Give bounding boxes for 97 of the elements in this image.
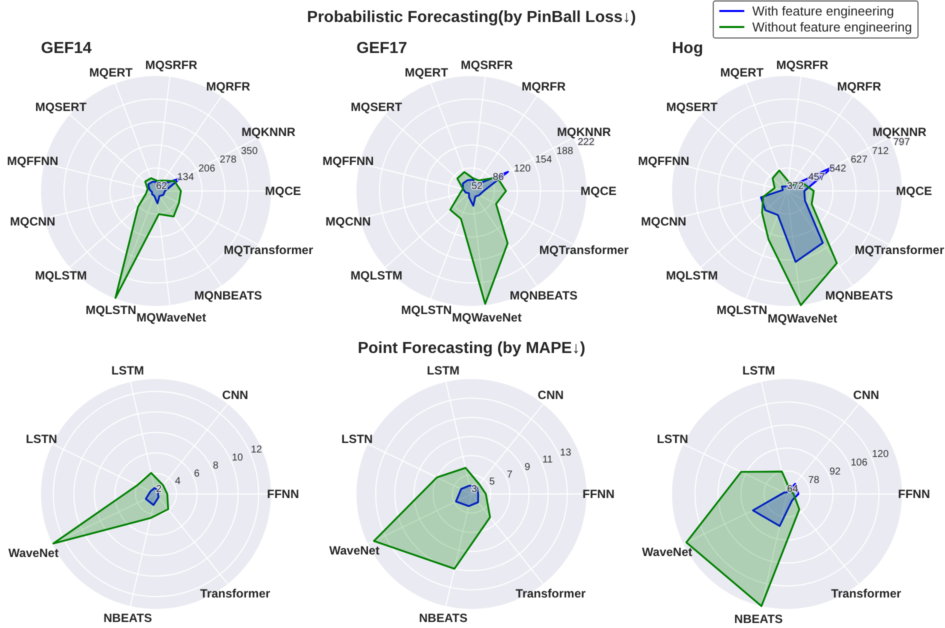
spoke-label: WaveNet [329,544,380,558]
spoke-label: CNN [538,388,564,402]
spoke-label: MQSERT [350,100,403,114]
spoke-label: MQCE [265,184,301,198]
chart-subtitle: GEF17 [356,40,408,57]
spoke-label: LSTN [656,432,688,446]
y-tick-label: 86 [492,172,504,184]
legend-label: Without feature engineering [752,20,912,35]
spoke-label: FFNN [582,487,614,502]
spoke-label: MQSERT [35,100,88,114]
spoke-label: MQCE [896,184,932,198]
spoke-label: MQWaveNet [136,310,206,324]
y-tick-label: 10 [232,452,244,464]
spoke-label: MQFFNN [638,154,690,168]
spoke-label: MQCNN [641,214,686,229]
spoke-label: MQNBEATS [510,288,578,303]
y-tick-label: 154 [535,154,552,166]
y-tick-label: 92 [830,466,842,478]
spoke-label: LSTN [341,432,373,446]
spoke-label: MQLSTN [86,302,136,317]
spoke-label: MQLSTM [34,268,87,282]
spoke-label: MQSRFR [460,58,514,72]
y-tick-label: 12 [250,444,262,456]
chart-subtitle: GEF14 [41,40,92,57]
y-tick-label: 120 [514,163,532,174]
spoke-label: MQRFR [206,80,250,94]
spoke-label: MQKNNR [872,125,927,140]
spoke-label: Transformer [831,586,902,600]
spoke-label: MQTransformer [224,243,314,258]
spoke-label: Transformer [200,586,271,600]
y-tick-label: 106 [850,458,868,469]
y-tick-label: 13 [560,447,572,458]
spoke-label: MQFFNN [7,154,58,168]
spoke-label: MQSRFR [776,58,829,72]
spoke-label: FFNN [267,487,299,502]
spoke-label: MQSERT [666,100,718,114]
chart-title: Probabilistic Forecasting(by PinBall Loss↓) [307,9,636,26]
legend-label: With feature engineering [752,4,894,19]
y-tick-label: 222 [578,136,595,148]
y-tick-label: 188 [556,146,574,157]
y-tick-label: 712 [872,146,890,157]
spoke-label: MQRFR [837,80,882,94]
y-tick-label: 278 [220,154,237,166]
spoke-label: NBEATS [419,611,468,626]
spoke-label: NBEATS [104,611,152,626]
spoke-label: MQLSTN [401,302,452,317]
y-tick-label: 9 [524,462,531,473]
spoke-label: MQCNN [326,214,371,229]
spoke-label: MQFFNN [322,154,374,168]
text: Hog [672,40,704,57]
spoke-label: MQERT [89,65,134,80]
y-tick-label: 372 [787,181,804,192]
spoke-label: LSTM [426,363,460,378]
chart-title: Point Forecasting (by MAPE↓) [358,340,586,357]
spoke-label: MQLSTM [666,268,718,282]
y-tick-label: 797 [893,136,910,148]
spoke-label: FFNN [898,487,930,502]
spoke-label: MQWaveNet [768,311,838,326]
spoke-label: LSTM [742,363,776,378]
y-tick-label: 134 [177,172,194,184]
spoke-label: NBEATS [734,612,783,626]
y-tick-label: 8 [212,460,219,472]
y-tick-label: 4 [174,476,181,488]
y-tick-label: 78 [808,475,820,486]
spoke-label: MQKNNR [556,125,612,140]
spoke-label: MQKNNR [241,125,296,140]
spoke-label: MQTransformer [539,243,629,258]
spoke-label: CNN [853,388,880,402]
y-tick-label: 11 [542,454,554,466]
y-tick-label: 7 [506,469,513,480]
spoke-label: LSTM [111,363,144,378]
spoke-label: MQNBEATS [194,288,262,303]
spoke-label: MQTransformer [854,243,944,258]
y-tick-label: 350 [240,146,258,157]
y-tick-label: 5 [489,476,496,488]
spoke-label: CNN [222,388,248,402]
spoke-label: MQLSTM [350,268,402,282]
spoke-label: MQCE [580,184,616,198]
spoke-label: WaveNet [8,546,59,560]
spoke-label: LSTN [26,432,58,446]
spoke-label: MQWaveNet [452,310,522,324]
spoke-label: MQCNN [10,214,56,229]
spoke-label: MQSRFR [145,58,198,72]
y-tick-label: 542 [830,163,847,174]
y-tick-label: 6 [194,468,200,480]
spoke-label: WaveNet [642,544,692,559]
spoke-label: MQRFR [522,80,566,94]
spoke-label: MQLSTN [716,302,768,317]
spoke-label: Transformer [516,586,586,600]
y-tick-label: 627 [850,154,868,166]
spoke-label: MQERT [720,65,764,80]
spoke-label: MQNBEATS [825,288,894,303]
y-tick-label: 206 [198,163,216,174]
y-tick-label: 120 [872,448,890,460]
spoke-label: MQERT [404,65,449,80]
y-tick-label: 52 [472,181,484,192]
y-tick-label: 3 [472,484,478,495]
